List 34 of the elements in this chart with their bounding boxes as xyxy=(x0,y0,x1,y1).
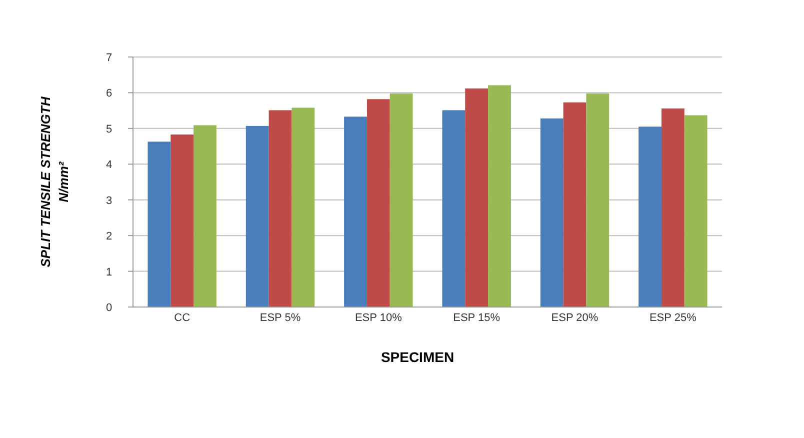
bar xyxy=(540,118,564,307)
bar xyxy=(344,116,367,307)
y-tick-label: 4 xyxy=(106,159,112,172)
y-tick-label: 3 xyxy=(106,194,112,207)
bar xyxy=(684,115,708,307)
bar xyxy=(488,85,511,307)
y-tick-label: 2 xyxy=(106,230,112,243)
x-tick-label: CC xyxy=(174,312,190,324)
bar xyxy=(246,126,269,307)
x-tick-label: ESP 5% xyxy=(260,312,301,324)
y-axis-title: SPLIT TENSILE STRENGTH N/mm² xyxy=(38,96,71,268)
y-tick-label: 0 xyxy=(106,302,112,314)
y-tick-label: 5 xyxy=(106,123,112,136)
x-tick-label: ESP 10% xyxy=(354,312,402,324)
bar xyxy=(586,93,610,307)
bar xyxy=(390,93,413,307)
x-tick-label: ESP 25% xyxy=(649,312,697,324)
bar xyxy=(442,110,466,307)
x-axis-title: SPECIMEN xyxy=(380,349,454,365)
y-tick-label: 7 xyxy=(106,52,112,64)
bar xyxy=(268,110,292,307)
bar xyxy=(148,142,171,307)
bar xyxy=(465,88,488,307)
bar xyxy=(366,99,390,307)
x-tick-label: ESP 20% xyxy=(551,312,598,324)
bar xyxy=(638,126,662,307)
bar xyxy=(292,108,315,307)
y-tick-label: 6 xyxy=(106,88,112,100)
bar xyxy=(563,102,586,307)
bar xyxy=(661,108,684,307)
x-tick-label: ESP 15% xyxy=(453,312,500,324)
bar xyxy=(170,134,194,307)
bar xyxy=(194,125,216,307)
y-tick-label: 1 xyxy=(106,266,112,278)
